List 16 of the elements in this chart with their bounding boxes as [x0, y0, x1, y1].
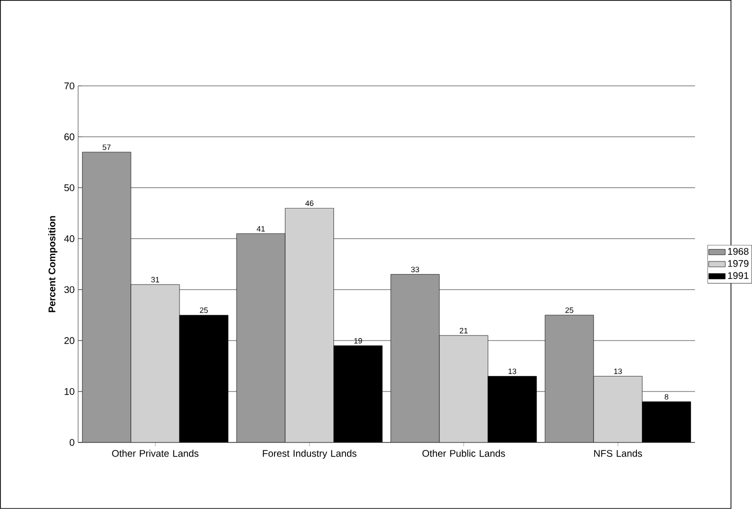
y-tick-label: 50 [64, 184, 74, 192]
x-tick-label: NFS Lands [594, 450, 642, 457]
x-tick-label: Forest Industry Lands [262, 450, 356, 459]
y-tick-label: 20 [64, 337, 74, 344]
y-tick-label: 40 [64, 235, 74, 242]
legend-label: 1979 [728, 260, 748, 267]
x-tick-label: Other Public Lands [422, 450, 506, 457]
x-tick-label: Other Private Lands [112, 450, 198, 457]
y-axis-title: Percent Composition [48, 216, 58, 312]
legend-label: 1968 [728, 248, 748, 255]
y-tick-label: 60 [64, 133, 74, 140]
y-tick-label: 30 [64, 286, 74, 294]
y-tick-label: 0 [70, 439, 74, 446]
y-tick-label: 10 [64, 388, 74, 395]
y-tick-label: 70 [64, 82, 74, 90]
legend-label: 1991 [728, 272, 748, 280]
